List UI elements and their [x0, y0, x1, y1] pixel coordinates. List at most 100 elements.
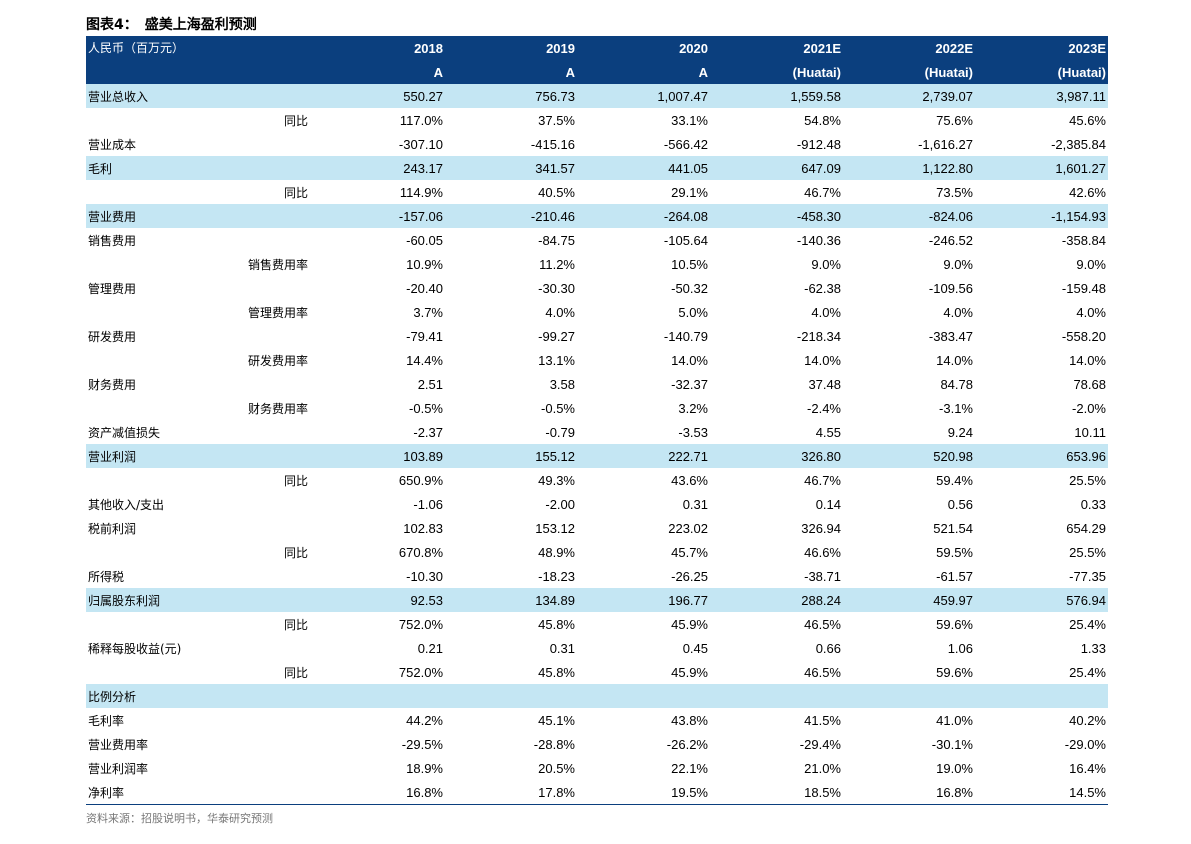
table-row: 税前利润 102.83 153.12 223.02 326.94 521.54 654.29	[86, 516, 1108, 540]
table-cell	[312, 684, 445, 708]
table-cell: -29.4%	[799, 736, 841, 752]
table-cell: 11.2%	[539, 256, 575, 272]
table-row: 比例分析	[86, 684, 1108, 708]
table-cell	[843, 684, 975, 708]
table-cell: 16.8%	[936, 784, 973, 800]
table-cell: -105.64	[663, 232, 708, 248]
row-label: 毛利	[86, 156, 312, 180]
table-cell: 42.6%	[1069, 184, 1106, 200]
table-cell: 45.9%	[671, 616, 708, 632]
table-cell: -0.79	[545, 424, 575, 440]
row-label: 营业总收入	[86, 84, 312, 108]
table-cell: 49.3%	[538, 472, 575, 488]
table-cell: 46.7%	[804, 472, 841, 488]
type-header: A	[445, 60, 577, 84]
table-cell: 18.9%	[406, 760, 443, 776]
table-cell: -29.5%	[401, 736, 443, 752]
table-cell: 4.0%	[811, 304, 841, 320]
type-header: (Huatai)	[975, 60, 1108, 84]
table-cell: 45.9%	[671, 664, 708, 680]
table-cell: 4.0%	[545, 304, 575, 320]
table-cell	[975, 684, 1108, 708]
type-header: A	[312, 60, 445, 84]
table-cell: 9.0%	[811, 256, 841, 272]
row-sublabel: 同比	[283, 473, 308, 488]
table-cell: 45.8%	[538, 664, 575, 680]
table-cell: 288.24	[710, 588, 843, 612]
row-label: 财务费用	[88, 377, 137, 392]
table-cell: 9.0%	[1076, 256, 1106, 272]
earnings-forecast-table: 人民币（百万元） 2018 2019 2020 2021E 2022E 2023…	[86, 36, 1108, 804]
table-cell: 45.8%	[538, 616, 575, 632]
table-cell: -38.71	[804, 568, 841, 584]
row-sublabel: 研发费用率	[247, 353, 308, 368]
table-row: 同比 752.0% 45.8% 45.9% 46.5% 59.6% 25.4%	[86, 660, 1108, 684]
table-cell: 222.71	[577, 444, 710, 468]
table-cell: 134.89	[445, 588, 577, 612]
table-row: 毛利 243.17 341.57 441.05 647.09 1,122.80 1,601.…	[86, 156, 1108, 180]
table-cell: 16.4%	[1069, 760, 1106, 776]
table-cell: 2.51	[417, 376, 443, 392]
table-cell: -99.27	[538, 328, 575, 344]
row-sublabel: 同比	[283, 113, 308, 128]
table-cell: 18.5%	[804, 784, 841, 800]
table-cell: 46.6%	[804, 544, 841, 560]
table-cell: 41.5%	[804, 712, 841, 728]
table-cell: 153.12	[535, 520, 575, 536]
table-cell	[577, 684, 710, 708]
table-cell: 459.97	[843, 588, 975, 612]
table-cell: -140.79	[663, 328, 708, 344]
table-cell: -2.0%	[1072, 400, 1106, 416]
table-cell: -28.8%	[533, 736, 575, 752]
table-cell: 0.31	[549, 640, 575, 656]
table-cell: 10.11	[1074, 424, 1106, 440]
table-cell: 78.68	[1073, 376, 1106, 392]
table-row: 财务费用 2.51 3.58 -32.37 37.48 84.78 78.68	[86, 372, 1108, 396]
table-row: 营业费用率 -29.5% -28.8% -26.2% -29.4% -30.1% -29.0…	[86, 732, 1108, 756]
year-header: 2022E	[843, 36, 975, 60]
table-cell: 21.0%	[804, 760, 841, 776]
table-cell: 243.17	[312, 156, 445, 180]
table-cell: 59.6%	[936, 616, 973, 632]
row-label: 比例分析	[86, 684, 312, 708]
currency-unit-label: 人民币（百万元）	[86, 36, 312, 84]
table-cell: -60.05	[406, 232, 443, 248]
table-cell: -157.06	[312, 204, 445, 228]
table-cell: -0.5%	[541, 400, 575, 416]
table-cell: -1.06	[413, 496, 443, 512]
table-cell: 0.14	[815, 496, 841, 512]
table-cell: 45.6%	[1069, 112, 1106, 128]
table-cell: 9.24	[947, 424, 973, 440]
table-cell: -18.23	[538, 568, 575, 584]
table-cell: 752.0%	[398, 664, 443, 680]
table-cell: 92.53	[312, 588, 445, 612]
table-cell: -566.42	[663, 136, 708, 152]
table-cell: 756.73	[445, 84, 577, 108]
table-cell: -246.52	[928, 232, 973, 248]
table-cell: 196.77	[577, 588, 710, 612]
table-cell: 1,122.80	[843, 156, 975, 180]
table-cell: 25.5%	[1069, 544, 1106, 560]
table-cell: 647.09	[710, 156, 843, 180]
row-label: 毛利率	[88, 713, 125, 728]
table-cell: 45.1%	[538, 712, 575, 728]
table-row: 营业利润率 18.9% 20.5% 22.1% 21.0% 19.0% 16.4%	[86, 756, 1108, 780]
table-cell: 1,007.47	[577, 84, 710, 108]
table-cell: 521.54	[933, 520, 973, 536]
row-label: 所得税	[88, 569, 125, 584]
table-cell: -26.25	[671, 568, 708, 584]
table-cell: -383.47	[928, 328, 973, 344]
row-label: 稀释每股收益(元)	[88, 641, 182, 656]
table-cell: 14.0%	[1069, 352, 1106, 368]
table-cell: 22.1%	[671, 760, 708, 776]
table-cell: -912.48	[796, 136, 841, 152]
table-cell: 14.0%	[804, 352, 841, 368]
table-cell: 576.94	[975, 588, 1108, 612]
table-cell: -32.37	[671, 376, 708, 392]
table-cell: -307.10	[398, 136, 443, 152]
table-cell: 19.0%	[936, 760, 973, 776]
table-cell: 37.48	[808, 376, 841, 392]
table-row: 资产减值损失 -2.37 -0.79 -3.53 4.55 9.24 10.11	[86, 420, 1108, 444]
type-header: (Huatai)	[843, 60, 975, 84]
table-cell: 37.5%	[538, 112, 575, 128]
